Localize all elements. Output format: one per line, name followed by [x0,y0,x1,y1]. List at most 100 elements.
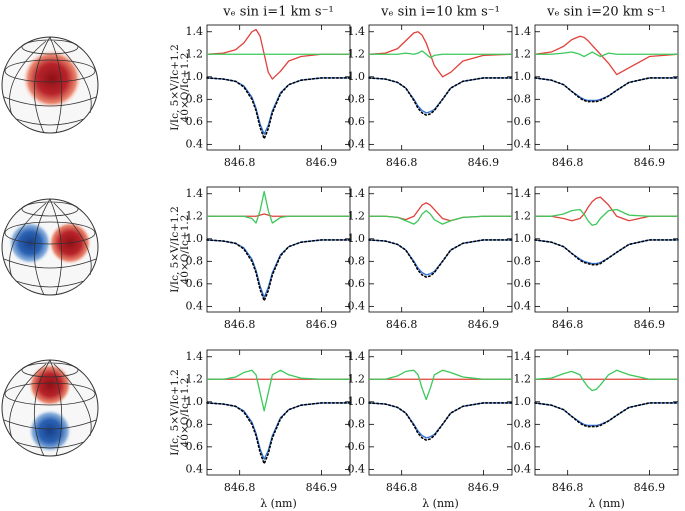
line [368,77,513,116]
y-tick-label: 0.8 [514,417,532,430]
line [369,50,512,59]
plot-frame [534,186,679,313]
y-tick-label: 0.6 [186,277,204,290]
sphere [1,198,99,296]
y-tick-label: 0.6 [348,440,366,453]
y-tick-label: 0.4 [348,299,366,312]
line [206,402,351,465]
x-tick-label: 846.9 [468,156,500,169]
y-tick-label: 1.2 [348,209,366,222]
line [534,35,679,76]
line [535,208,678,226]
x-tick-label: 846.8 [552,156,584,169]
y-axis-label: I/Ic, 5×V/Ic+1.2 [169,44,181,131]
y-tick-label: 1.0 [186,395,204,408]
plot-frame [534,24,679,151]
x-tick-label: 846.8 [386,481,418,494]
line [535,51,678,58]
y-tick-label: 0.8 [186,254,204,267]
y-tick-label: 1.0 [186,70,204,83]
y-tick-label: 0.8 [186,92,204,105]
y-tick-label: 0.4 [348,462,366,475]
y-tick-label: 1.0 [186,232,204,245]
y-tick-label: 0.4 [348,137,366,150]
chart-title: vₑ sin i=20 km s⁻¹ [546,5,666,20]
y-tick-label: 0.6 [186,440,204,453]
y-tick-label: 1.0 [514,395,532,408]
x-tick-label: 846.8 [552,481,584,494]
y-tick-label: 0.4 [186,299,204,312]
plot-frame [368,24,513,151]
x-tick-label: 846.9 [634,318,666,331]
line [369,369,512,401]
plot-frame [534,349,679,476]
x-tick-label: 846.9 [468,481,500,494]
line [534,239,679,266]
y-tick-label: 0.8 [186,417,204,430]
y-tick-label: 0.8 [348,92,366,105]
line [206,239,350,299]
line [369,210,512,225]
x-tick-label: 846.8 [224,481,256,494]
y-tick-label: 1.2 [348,372,366,385]
line [368,239,513,278]
y-tick-label: 1.4 [186,25,204,38]
x-axis-label: λ (nm) [260,497,297,510]
y-tick-label: 1.0 [514,70,532,83]
y-tick-label: 0.4 [186,462,204,475]
y-tick-label: 1.0 [514,232,532,245]
y-tick-label: 1.4 [186,187,204,200]
y-tick-label: 1.4 [514,187,532,200]
y-tick-label: 0.8 [348,417,366,430]
y-tick-label: 1.0 [348,232,366,245]
line [206,77,351,140]
sphere [1,36,99,134]
line [369,202,512,222]
x-tick-label: 846.9 [634,156,666,169]
line [534,77,679,103]
line [206,239,351,302]
x-tick-label: 846.8 [224,156,256,169]
plot-frame [206,349,351,476]
x-tick-label: 846.8 [386,156,418,169]
line [368,402,512,439]
y-tick-label: 0.4 [514,462,532,475]
y-tick-label: 1.2 [514,372,532,385]
y-tick-label: 0.4 [186,137,204,150]
plot-frame [368,349,513,476]
line [534,402,679,428]
x-axis-label: λ (nm) [588,497,625,510]
y-tick-label: 0.6 [514,440,532,453]
plot-frame [206,186,351,313]
y-tick-label: 0.8 [514,254,532,267]
y-tick-label: 0.4 [514,137,532,150]
y-tick-label: 1.0 [348,70,366,83]
x-tick-label: 846.9 [306,156,338,169]
line [207,369,350,412]
y-tick-label: 1.0 [348,395,366,408]
y-tick-label: 0.6 [348,277,366,290]
chart-title: vₑ sin i=10 km s⁻¹ [380,5,500,20]
line [206,402,350,460]
chart-title: vₑ sin i=1 km s⁻¹ [222,5,333,20]
y-tick-label: 1.2 [186,47,204,60]
plot-frame [368,186,513,313]
y-tick-label: 0.8 [514,92,532,105]
y-tick-label: 1.2 [514,47,532,60]
y-tick-label: 1.4 [514,350,532,363]
line [535,196,678,222]
y-tick-label: 1.2 [186,209,204,222]
y-tick-label: 0.6 [514,277,532,290]
x-tick-label: 846.9 [306,481,338,494]
line [207,190,350,224]
sphere [1,359,99,457]
plot-frame [206,24,351,151]
x-axis-label: λ (nm) [422,497,459,510]
y-tick-label: 0.6 [514,115,532,128]
y-tick-label: 1.2 [348,47,366,60]
x-tick-label: 846.8 [386,318,418,331]
y-axis-label: I/Ic, 5×V/Ic+1.2 [169,206,181,293]
y-tick-label: 1.2 [186,372,204,385]
line [206,77,350,135]
